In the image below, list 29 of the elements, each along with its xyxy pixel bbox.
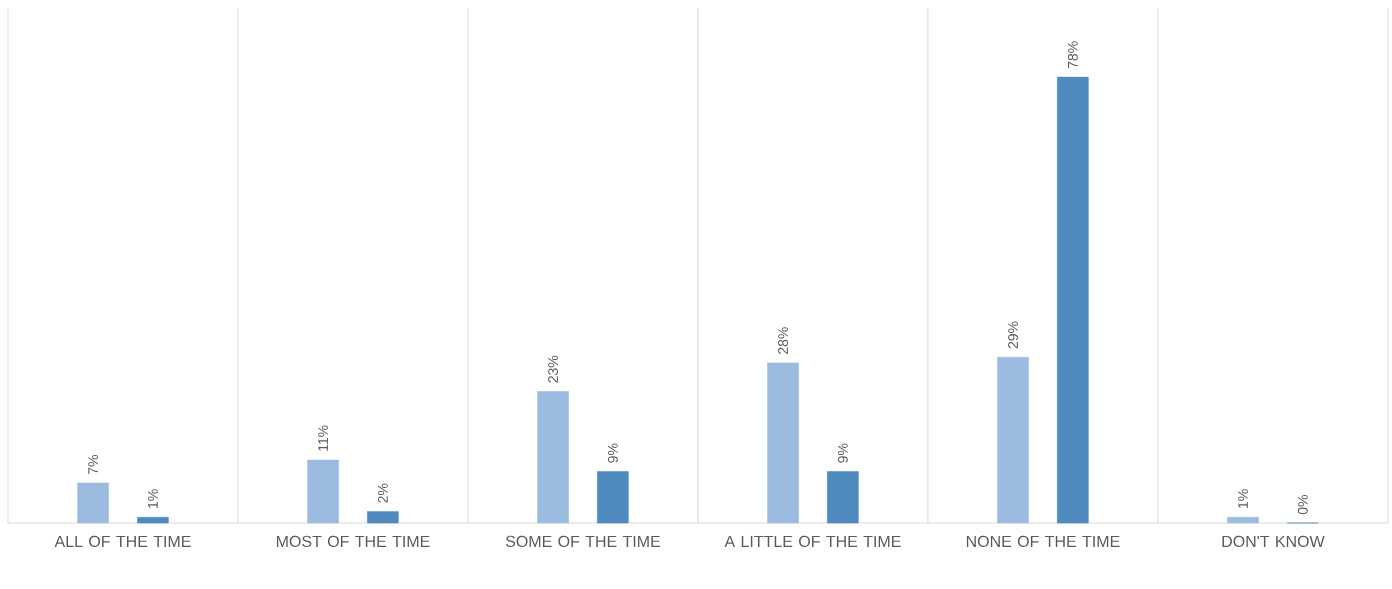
- x-tick-label: NONE OF THE TIME: [966, 535, 1120, 548]
- data-label: 11%: [318, 425, 328, 451]
- data-label: 9%: [837, 443, 848, 463]
- x-tick-label: SOME OF THE TIME: [505, 535, 661, 548]
- data-label: 28%: [778, 327, 789, 354]
- data-label: 1%: [1238, 489, 1248, 508]
- bar: [997, 356, 1029, 524]
- bar: [77, 482, 109, 524]
- x-tick-label: ALL OF THE TIME: [54, 535, 191, 548]
- bar: [307, 459, 339, 524]
- bar: [597, 471, 629, 524]
- data-label: 7%: [88, 454, 98, 474]
- x-tick-label: DON'T KNOW: [1222, 535, 1325, 548]
- data-label: 23%: [548, 355, 559, 383]
- x-tick-label: MOST OF THE TIME: [276, 535, 430, 548]
- bar: [137, 517, 169, 524]
- bar: [1057, 76, 1089, 524]
- bar: [537, 391, 569, 524]
- bar: [827, 471, 859, 524]
- data-label: 78%: [1067, 41, 1078, 69]
- data-label: 1%: [148, 489, 158, 508]
- x-tick-label: A LITTLE OF THE TIME: [724, 535, 901, 548]
- bar: [367, 511, 399, 524]
- bar: [1227, 517, 1259, 524]
- data-label: 9%: [607, 443, 618, 463]
- bar: [767, 362, 799, 524]
- data-label: 2%: [377, 483, 388, 503]
- data-label: 0%: [1297, 495, 1308, 515]
- data-label: 29%: [1008, 321, 1018, 349]
